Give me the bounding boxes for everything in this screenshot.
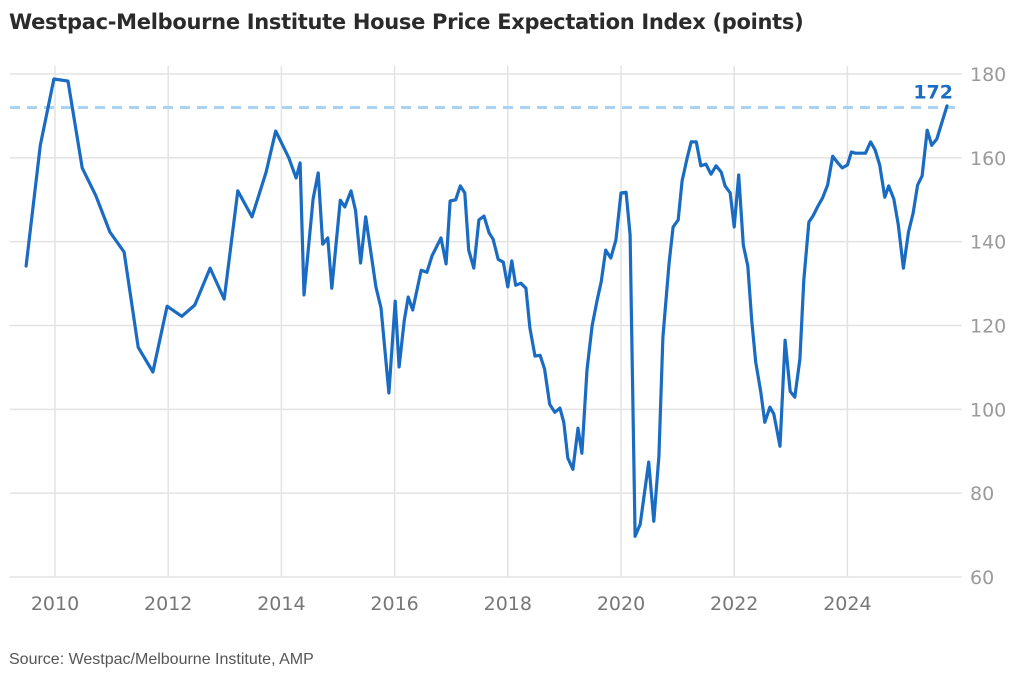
- chart-title: Westpac-Melbourne Institute House Price …: [9, 10, 804, 34]
- series-points: [26, 79, 947, 537]
- x-gridlines: [54, 66, 849, 577]
- y-tick-label: 180: [970, 64, 1006, 86]
- x-tick-label: 2024: [823, 593, 871, 615]
- source-note: Source: Westpac/Melbourne Institute, AMP: [9, 651, 314, 668]
- y-tick-label: 140: [970, 232, 1006, 254]
- y-tick-label: 60: [970, 567, 994, 589]
- latest-value-label: 172: [913, 82, 953, 104]
- series-line-house-price-expectation: [24, 77, 949, 538]
- y-tick-label: 160: [970, 148, 1006, 170]
- y-tick-label: 80: [970, 483, 994, 505]
- x-tick-label: 2022: [710, 593, 758, 615]
- x-axis-labels: 2010 2012 2014 2016 2018 2020 2022 2024: [31, 593, 872, 615]
- x-tick-label: 2014: [257, 593, 305, 615]
- y-gridlines: [10, 73, 962, 578]
- x-tick-label: 2018: [484, 593, 532, 615]
- x-tick-label: 2010: [31, 593, 79, 615]
- x-tick-label: 2016: [370, 593, 418, 615]
- y-tick-label: 100: [970, 399, 1006, 421]
- y-tick-label: 120: [970, 316, 1006, 338]
- y-axis-labels: 60 80 100 120 140 160 180: [970, 64, 1006, 589]
- x-tick-label: 2012: [144, 593, 192, 615]
- x-tick-label: 2020: [597, 593, 645, 615]
